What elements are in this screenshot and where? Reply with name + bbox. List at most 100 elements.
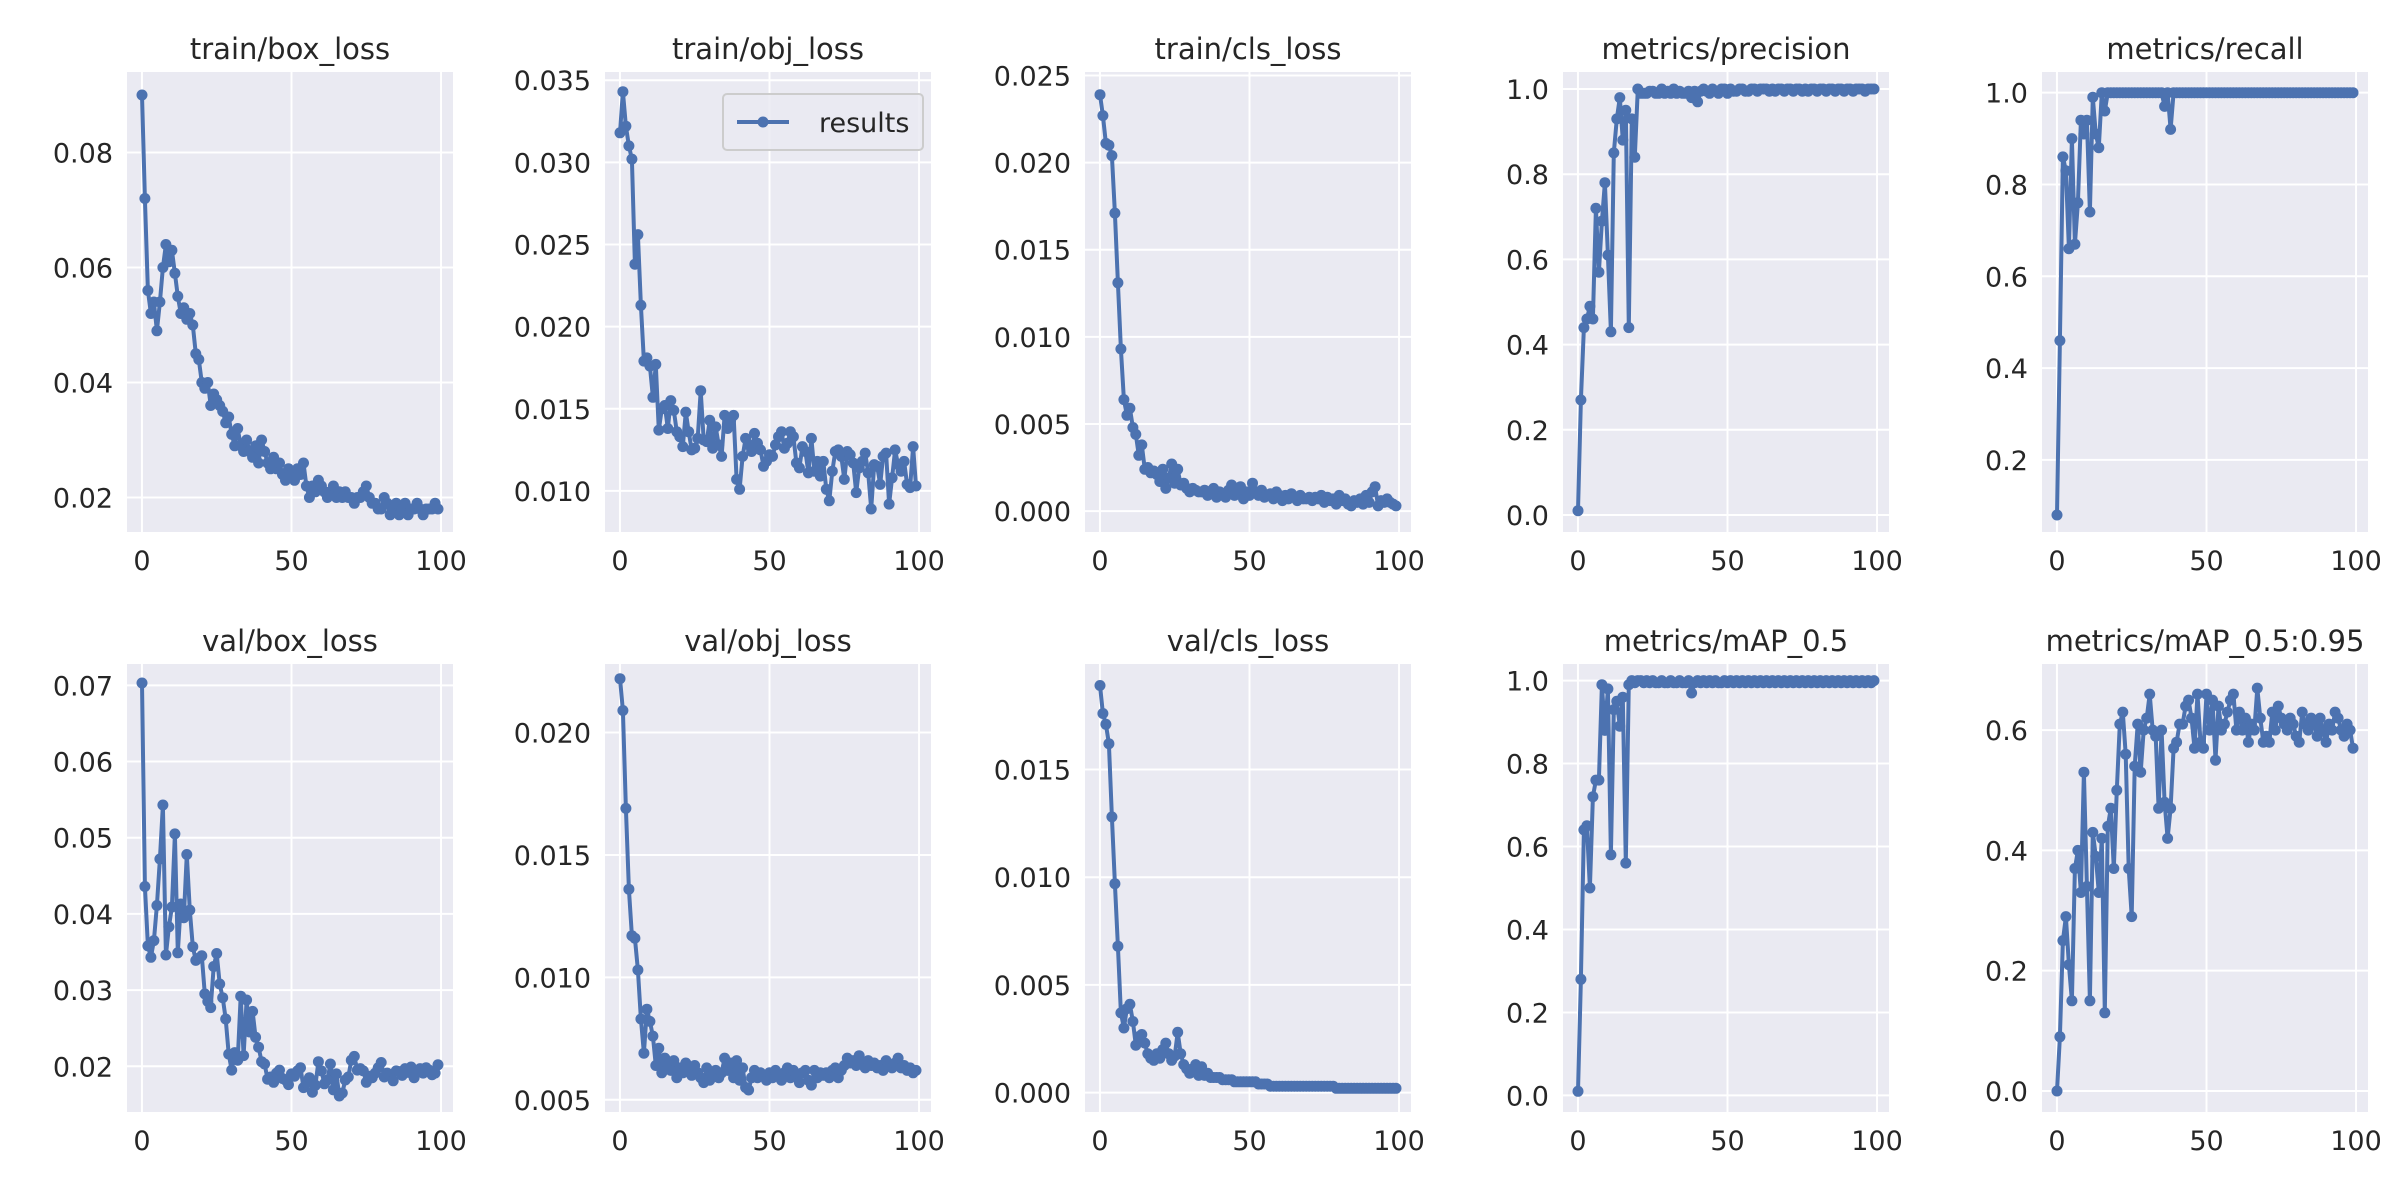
data-point (2057, 935, 2069, 947)
x-tick-label: 100 (893, 546, 945, 577)
data-point (1578, 322, 1590, 334)
data-point (2213, 700, 2224, 712)
data-point (2218, 718, 2230, 730)
x-tick-label: 0 (133, 1126, 150, 1157)
data-point (303, 1072, 315, 1084)
data-point (892, 1052, 904, 1064)
data-point (743, 1084, 755, 1096)
data-point (2162, 832, 2174, 844)
data-point (2093, 142, 2105, 154)
data-point (632, 964, 644, 976)
data-point (1160, 1037, 1172, 1049)
data-point (823, 495, 835, 507)
data-point (626, 153, 638, 165)
data-point (2108, 863, 2120, 874)
x-tick-label: 50 (274, 1126, 308, 1157)
data-point (799, 1064, 811, 1076)
data-point (1097, 110, 1109, 122)
data-point (2156, 724, 2168, 736)
x-tick-label: 100 (1373, 546, 1425, 577)
y-tick-label: 0.015 (514, 841, 591, 872)
y-tick-label: 0.010 (514, 477, 591, 508)
legend-marker (757, 116, 769, 128)
data-point (1617, 691, 1629, 703)
data-point (1605, 849, 1617, 861)
y-tick-label: 0.2 (1985, 446, 2028, 477)
data-point (617, 705, 629, 716)
y-tick-label: 0.06 (53, 748, 113, 779)
data-point (874, 478, 886, 490)
data-point (157, 799, 169, 811)
data-point (2072, 197, 2084, 209)
data-point (1590, 202, 1602, 214)
data-point (665, 395, 677, 407)
data-point (232, 423, 244, 434)
data-point (1124, 402, 1136, 414)
data-point (2236, 724, 2248, 736)
data-point (1692, 96, 1704, 108)
data-point (1118, 394, 1130, 406)
data-point (2096, 832, 2108, 844)
data-point (136, 677, 148, 689)
data-point (1124, 998, 1136, 1010)
subplot-train-box-loss: 0 50 100 0.02 0.04 0.06 0.08 train/box_loss (53, 32, 467, 577)
data-point (737, 1062, 749, 1074)
data-point (1602, 683, 1614, 695)
x-tick-label: 100 (2330, 1126, 2382, 1157)
data-point (677, 441, 689, 453)
data-point (309, 1079, 321, 1091)
data-point (856, 455, 868, 467)
y-tick-label: 0.04 (53, 900, 113, 931)
data-point (226, 1064, 238, 1076)
data-point (348, 1050, 360, 1062)
data-point (1106, 150, 1118, 162)
data-point (1629, 151, 1641, 163)
data-point (1094, 680, 1106, 691)
data-point (136, 89, 148, 101)
data-point (635, 299, 647, 311)
data-point (826, 465, 838, 477)
data-point (295, 469, 306, 480)
y-tick-label: 0.08 (53, 139, 113, 170)
plot-area (127, 72, 453, 532)
data-point (2081, 114, 2093, 126)
subplot-title: metrics/mAP_0.5:0.95 (2046, 624, 2365, 658)
data-point (620, 802, 632, 814)
y-tick-label: 0.015 (514, 395, 591, 426)
data-point (139, 193, 151, 204)
data-point (330, 1068, 342, 1080)
data-point (817, 455, 829, 467)
data-point (1587, 791, 1599, 803)
y-tick-label: 0.010 (514, 963, 591, 994)
data-point (312, 1056, 324, 1068)
data-point (193, 354, 205, 365)
data-point (2192, 688, 2203, 700)
data-point (1160, 482, 1172, 494)
y-tick-label: 1.0 (1506, 75, 1549, 106)
data-point (898, 455, 910, 467)
data-point (1127, 1016, 1139, 1027)
data-point (641, 1003, 653, 1015)
data-point (172, 947, 184, 959)
data-point (2117, 706, 2129, 718)
data-point (886, 472, 898, 484)
data-point (1596, 215, 1608, 227)
data-point (1118, 1022, 1130, 1034)
y-tick-label: 0.0 (1985, 1077, 2028, 1108)
data-point (647, 391, 659, 403)
x-tick-label: 50 (1710, 546, 1744, 577)
data-point (208, 961, 220, 972)
data-point (205, 1002, 217, 1014)
data-point (883, 498, 895, 510)
data-point (1605, 326, 1617, 338)
data-point (250, 1031, 262, 1043)
data-point (220, 1013, 232, 1025)
x-tick-label: 50 (274, 546, 308, 577)
data-point (2060, 165, 2072, 177)
data-point (2287, 718, 2299, 730)
data-point (2165, 802, 2177, 814)
data-point (668, 1055, 680, 1067)
data-point (2165, 123, 2177, 135)
data-point (695, 385, 707, 397)
data-point (680, 406, 692, 418)
